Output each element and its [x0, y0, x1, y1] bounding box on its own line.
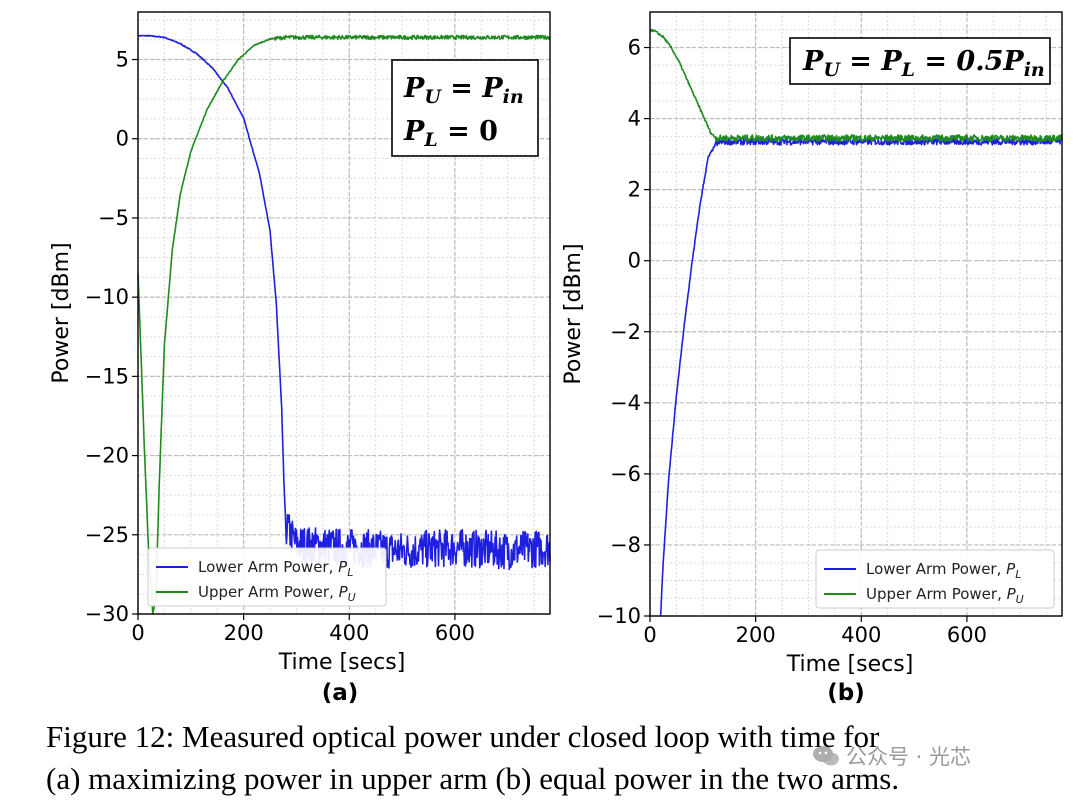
legend-label: Lower Arm Power, PL [198, 558, 353, 579]
panel-label: (a) [322, 680, 359, 706]
y-tick-label: 0 [116, 127, 129, 151]
chart-panel-b: 0 200 400 600 6 4 2 0 −2 −4 −6 −8 −10 Time [secs] Powe… [561, 11, 1063, 706]
equation-text: PU = Pin [403, 73, 524, 108]
y-tick-label: −10 [85, 285, 129, 309]
y-tick-label: 4 [628, 107, 641, 131]
x-tick-label: 600 [435, 621, 475, 645]
x-axis-label: Time [secs] [786, 652, 914, 677]
legend-label: Lower Arm Power, PL [866, 560, 1021, 581]
y-tick-label: −20 [85, 444, 129, 468]
equation-text: PU = PL = 0.5Pin [802, 46, 1045, 81]
watermark: 公众号 · 光芯 [812, 741, 971, 771]
y-tick-label: 0 [628, 249, 641, 273]
x-tick-label: 200 [224, 621, 264, 645]
x-tick-label: 0 [643, 623, 656, 647]
x-tick-label: 0 [131, 621, 144, 645]
equation-annotation: PU = Pin PL = 0 [391, 59, 539, 157]
legend: Lower Arm Power, PL Upper Arm Power, PU [815, 549, 1055, 609]
legend-label: Upper Arm Power, PU [198, 583, 356, 604]
y-tick-label: −8 [610, 533, 641, 557]
y-tick-label: 2 [628, 178, 641, 202]
y-tick-label: −30 [85, 602, 129, 626]
equation-annotation: PU = PL = 0.5Pin [789, 37, 1051, 85]
series-line-lower-arm [659, 137, 1063, 617]
equation-box [789, 37, 1051, 85]
legend-box [147, 547, 387, 607]
legend-label: Upper Arm Power, PU [866, 585, 1024, 606]
x-tick-label: 400 [841, 623, 881, 647]
y-tick-label: −25 [85, 523, 129, 547]
chart-panel-a: 0 200 400 600 5 0 −5 −10 −15 −20 −25 −30 Time [secs]… [49, 11, 551, 706]
equation-box [391, 59, 539, 157]
y-axis-label: Power [dBm] [49, 242, 74, 383]
plot-frame [137, 11, 551, 615]
equation-text: PL = 0 [403, 116, 498, 151]
y-tick-label: −10 [597, 604, 641, 628]
legend: Lower Arm Power, PL Upper Arm Power, PU [147, 547, 387, 607]
figure-caption: Figure 12: Measured optical power under … [46, 716, 1076, 800]
y-tick-label: −4 [610, 391, 641, 415]
y-tick-label: 5 [116, 48, 129, 72]
y-tick-label: −6 [610, 462, 641, 486]
legend-box [815, 549, 1055, 609]
y-axis-label: Power [dBm] [561, 243, 586, 384]
series-line-upper-arm [649, 28, 1063, 143]
x-tick-label: 400 [329, 621, 369, 645]
y-tick-label: 6 [628, 36, 641, 60]
series-line-upper-arm [137, 34, 551, 615]
x-tick-label: 200 [736, 623, 776, 647]
y-tick-label: −5 [98, 206, 129, 230]
x-axis-label: Time [secs] [278, 650, 406, 675]
watermark-text: 公众号 · 光芯 [846, 745, 972, 769]
caption-line-2: (a) maximizing power in upper arm (b) eq… [46, 761, 900, 796]
y-tick-label: −15 [85, 364, 129, 388]
caption-line-1: Figure 12: Measured optical power under … [46, 719, 880, 754]
x-tick-label: 600 [947, 623, 987, 647]
wechat-icon [813, 746, 839, 766]
y-tick-label: −2 [610, 320, 641, 344]
panel-label: (b) [827, 680, 865, 706]
plot-frame [649, 11, 1063, 617]
